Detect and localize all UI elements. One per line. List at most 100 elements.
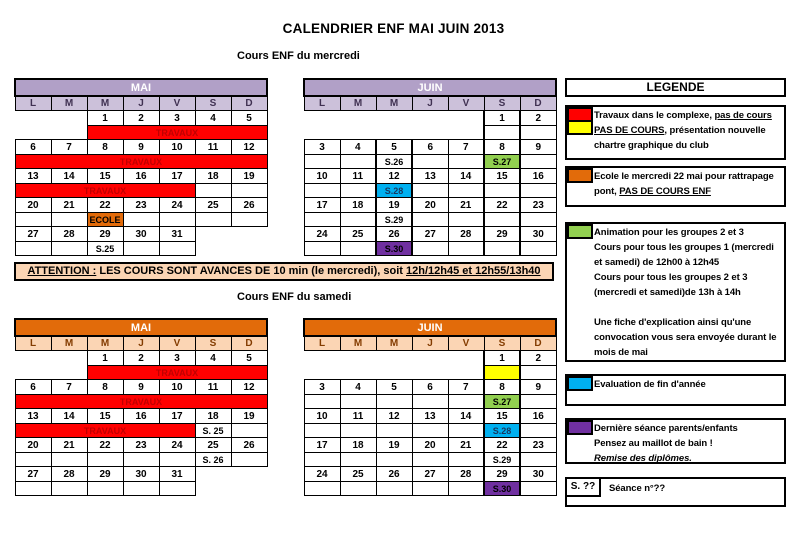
day-letter: V [447, 335, 485, 351]
calendar-table-mai-samedi: MAI L M M J V S D 1 2 3 4 5 TRAVAUX 6 7 8 9 10 11 12 TRAVAUX 1… [14, 318, 268, 496]
date-cell: 9 [122, 379, 160, 395]
date-cell: 15 [483, 408, 521, 424]
date-cell: 7 [447, 139, 485, 155]
date-cell: 12 [375, 408, 413, 424]
date-cell: 4 [194, 350, 232, 366]
date-cell: 27 [14, 466, 52, 482]
date-cell: 5 [375, 379, 413, 395]
day-letter: J [411, 335, 449, 351]
slot-cell [50, 481, 88, 496]
empty-cell [448, 111, 484, 126]
date-cell: 22 [86, 437, 124, 453]
date-cell: 17 [158, 168, 196, 184]
slot-cell [303, 394, 341, 409]
date-cell: 3 [303, 379, 341, 395]
slot-cell [375, 452, 413, 467]
day-letter: J [122, 95, 160, 111]
event-cell: S.30 [483, 481, 521, 496]
slot-cell [158, 212, 196, 227]
event-cell: S.26 [375, 154, 413, 169]
empty-cell [231, 467, 267, 482]
slot-cell [411, 394, 449, 409]
slot-cell [303, 423, 341, 438]
slot-cell [86, 481, 124, 496]
calendar-mai-samedi: MAI L M M J V S D 1 2 3 4 5 TRAVAUX 6 7 8 9 10 11 12 TRAVAUX 1… [14, 318, 268, 496]
slot-cell [339, 241, 377, 256]
date-cell: 29 [483, 226, 521, 242]
day-letter: L [14, 95, 52, 111]
slot-cell [230, 183, 268, 198]
slot-cell [339, 423, 377, 438]
empty-cell [376, 351, 412, 366]
slot-cell [519, 452, 557, 467]
empty-cell [15, 351, 51, 366]
slot-cell [447, 212, 485, 227]
day-letter: D [519, 335, 557, 351]
legend-title: LEGENDE [565, 78, 786, 97]
legend-text-segment: Cours pour tous les groupes 1 (mercredi [594, 242, 774, 253]
slot-cell [230, 452, 268, 467]
empty-cell [15, 126, 87, 140]
day-letter: D [230, 95, 268, 111]
legend-text-segment: PAS DE COURS ENF [619, 186, 711, 197]
slot-cell [122, 452, 160, 467]
travaux-bar: TRAVAUX [14, 183, 196, 198]
page-title: CALENDRIER ENF MAI JUIN 2013 [282, 21, 505, 36]
slot-cell [14, 241, 52, 256]
slot-cell [339, 394, 377, 409]
legend-text: Séance n°?? [567, 479, 784, 496]
slot-cell [447, 394, 485, 409]
slot-cell [122, 212, 160, 227]
date-cell: 16 [122, 408, 160, 424]
date-cell: 30 [122, 226, 160, 242]
date-cell: 7 [50, 139, 88, 155]
slot-cell [303, 154, 341, 169]
travaux-bar: TRAVAUX [86, 125, 268, 140]
slot-cell [50, 212, 88, 227]
calendar-table-juin-mercredi: JUIN L M M J V S D 1 2 3 4 5 6 7 8 9 S.26 S.27 10 11 12 13 14 15… [303, 78, 557, 256]
date-cell: 7 [50, 379, 88, 395]
slot-cell [411, 154, 449, 169]
attention-banner: ATTENTION : LES COURS SONT AVANCES DE 10… [14, 262, 554, 281]
slot-cell [411, 452, 449, 467]
date-cell: 1 [483, 110, 521, 126]
legend-text-segment: chartre graphique du club [594, 140, 709, 151]
empty-cell [304, 111, 340, 126]
date-cell: 19 [375, 437, 413, 453]
event-cell: S.29 [375, 212, 413, 227]
date-cell: 4 [339, 379, 377, 395]
date-cell: 10 [158, 379, 196, 395]
date-cell: 27 [411, 466, 449, 482]
legend-text-segment: Travaux dans le complexe, [594, 110, 715, 121]
empty-cell [195, 482, 267, 496]
date-cell: 25 [339, 466, 377, 482]
date-cell: 17 [303, 437, 341, 453]
date-cell: 17 [303, 197, 341, 213]
slot-cell [519, 365, 557, 380]
slot-cell [519, 212, 557, 227]
date-cell: 23 [122, 437, 160, 453]
date-cell: 25 [194, 197, 232, 213]
slot-cell [339, 452, 377, 467]
slot-cell [50, 241, 88, 256]
day-letter: L [303, 335, 341, 351]
slot-cell [339, 212, 377, 227]
date-cell: 10 [158, 139, 196, 155]
legend-text: Ecole le mercredi 22 mai pour rattrapage… [567, 168, 784, 199]
date-cell: 8 [483, 139, 521, 155]
empty-cell [51, 351, 87, 366]
date-cell: 11 [339, 168, 377, 184]
date-cell: 28 [50, 226, 88, 242]
date-cell: 1 [483, 350, 521, 366]
travaux-bar: TRAVAUX [86, 365, 268, 380]
empty-cell [195, 467, 231, 482]
legend-text: Animation pour les groupes 2 et 3 Cours p… [567, 224, 784, 360]
date-cell: 4 [339, 139, 377, 155]
slot-cell [14, 212, 52, 227]
day-letter: M [86, 95, 124, 111]
date-cell: 12 [230, 139, 268, 155]
date-cell: 11 [339, 408, 377, 424]
month-header: MAI [14, 318, 268, 337]
legend-text: Dernière séance parents/enfants Pensez au… [567, 420, 784, 466]
attention-body: LES COURS SONT AVANCES DE 10 min (le mer… [96, 265, 406, 277]
